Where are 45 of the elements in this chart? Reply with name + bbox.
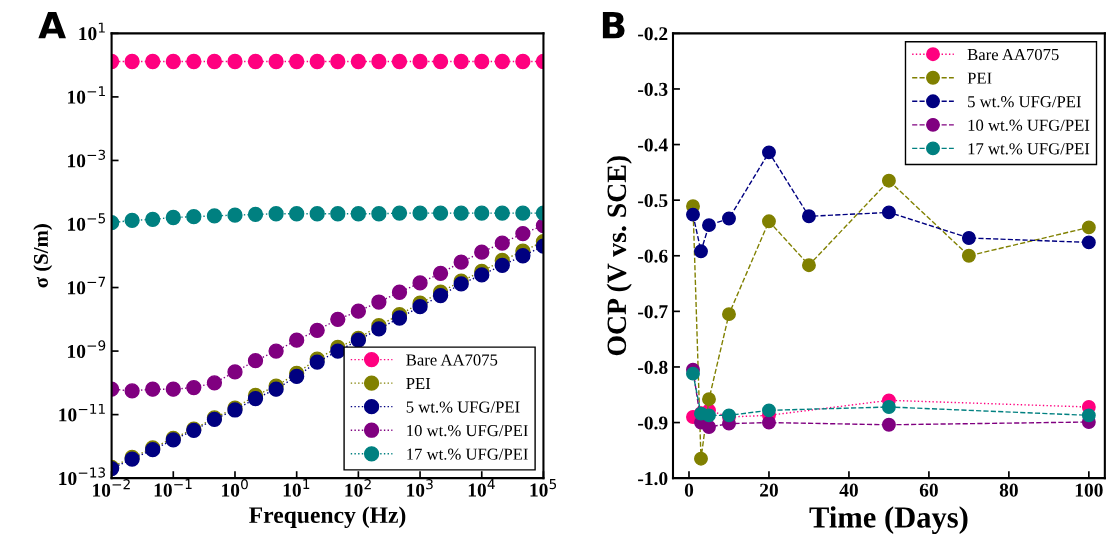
x-tick-label: 40 xyxy=(839,483,858,497)
x-tick-label: 10$^{4}$ xyxy=(468,479,495,497)
y-tick-label: -1.0 xyxy=(638,471,668,486)
legend-label: 10 wt.% UFG/PEI xyxy=(968,119,1090,131)
legend-label: Bare AA7075 xyxy=(967,48,1059,61)
x-tick-label: 0 xyxy=(684,483,694,497)
legend-label: PEI xyxy=(967,72,992,84)
y-tick-label: -0.6 xyxy=(638,249,668,263)
legend-label: Bare AA7075 xyxy=(406,354,498,366)
x-axis-title: Frequency (Hz) xyxy=(249,506,406,528)
x-axis-title: Time (Days) xyxy=(809,506,968,535)
y-tick-label: 10$^{−9}$ xyxy=(68,340,106,358)
y-tick-label: -0.9 xyxy=(638,416,668,430)
y-axis-title: OCP (V vs. SCE) xyxy=(606,156,632,356)
x-tick-label: 60 xyxy=(919,483,938,497)
x-tick-label: 10$^{1}$ xyxy=(283,479,310,497)
legend-label: 10 wt.% UFG/PEI xyxy=(407,424,528,437)
y-tick-label: 10$^{−3}$ xyxy=(68,149,106,168)
legend-label: 17 wt.% UFG/PEI xyxy=(407,448,528,460)
legend-label: 5 wt.% UFG/PEI xyxy=(968,96,1081,108)
y-tick-label: 10$^{−11}$ xyxy=(59,403,105,422)
y-tick-label: 10$^{−7}$ xyxy=(68,276,106,295)
y-tick-label: -0.2 xyxy=(638,27,668,41)
y-tick-label: -0.7 xyxy=(638,305,668,319)
x-tick-label: 10$^{−1}$ xyxy=(154,479,192,497)
legend-label: PEI xyxy=(406,378,431,389)
x-tick-label: 100 xyxy=(1075,483,1103,497)
x-tick-label: 80 xyxy=(999,483,1018,497)
y-tick-label: -0.5 xyxy=(638,193,668,208)
y-tick-label: -0.3 xyxy=(638,82,668,96)
y-tick-label: 10$^{−5}$ xyxy=(68,213,105,231)
x-tick-label: 20 xyxy=(760,483,778,497)
x-tick-label: 10$^{5}$ xyxy=(530,479,557,497)
y-tick-label: 10$^{−1}$ xyxy=(68,86,105,104)
y-tick-label: -0.8 xyxy=(638,360,668,374)
chart-title: A xyxy=(38,12,66,39)
y-axis-title: σ (S/m) xyxy=(33,224,53,288)
y-tick-label: -0.4 xyxy=(638,138,668,152)
y-tick-label: 10$^{1}$ xyxy=(79,22,105,41)
legend-label: 5 wt.% UFG/PEI xyxy=(406,401,520,413)
x-tick-label: 10$^{3}$ xyxy=(407,479,433,497)
x-tick-label: 10$^{0}$ xyxy=(222,479,248,497)
chart-title: B xyxy=(602,12,625,39)
legend-label: 17 wt.% UFG/PEI xyxy=(968,143,1090,155)
x-tick-label: 10$^{2}$ xyxy=(345,479,371,497)
